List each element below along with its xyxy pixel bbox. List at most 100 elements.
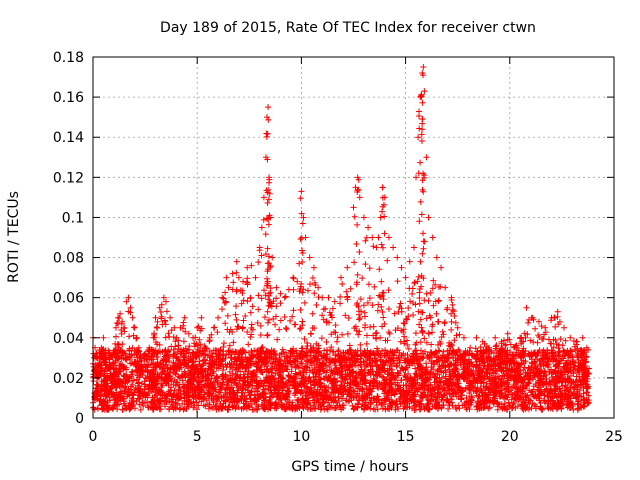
- data-point: [213, 394, 220, 401]
- data-point: [473, 367, 480, 374]
- data-point: [452, 319, 459, 326]
- data-point: [185, 396, 192, 403]
- data-point: [355, 362, 362, 369]
- data-point: [344, 330, 351, 337]
- data-point: [265, 406, 272, 413]
- data-point: [397, 338, 404, 345]
- data-point: [552, 323, 559, 330]
- data-point: [170, 359, 177, 366]
- data-point: [479, 397, 486, 404]
- data-point: [472, 353, 479, 360]
- data-point: [557, 357, 564, 364]
- data-point: [413, 339, 420, 346]
- data-point: [334, 338, 341, 345]
- data-point: [170, 399, 177, 406]
- data-point: [133, 376, 140, 383]
- data-point: [386, 354, 393, 361]
- data-point: [374, 406, 381, 413]
- data-point: [517, 353, 524, 360]
- data-point: [571, 343, 578, 350]
- data-point: [385, 306, 392, 313]
- data-point: [211, 359, 218, 366]
- data-point: [252, 396, 259, 403]
- data-point: [128, 351, 135, 358]
- data-point: [361, 309, 368, 316]
- data-point: [561, 364, 568, 371]
- data-point: [327, 367, 334, 374]
- data-point: [371, 283, 378, 290]
- data-point: [412, 365, 419, 372]
- data-point: [458, 354, 465, 361]
- data-point: [411, 280, 418, 287]
- data-point: [484, 359, 491, 366]
- data-point: [110, 403, 117, 410]
- data-point: [405, 305, 412, 312]
- data-point: [324, 406, 331, 413]
- data-point: [422, 366, 429, 373]
- data-point: [524, 331, 531, 338]
- data-point: [133, 335, 140, 342]
- data-point: [323, 395, 330, 402]
- data-point: [272, 401, 279, 408]
- data-point: [263, 368, 270, 375]
- data-point: [204, 352, 211, 359]
- data-point: [322, 362, 329, 369]
- data-point: [446, 402, 453, 409]
- data-point: [190, 361, 197, 368]
- data-point: [366, 265, 373, 272]
- data-point: [287, 317, 294, 324]
- data-point: [122, 351, 129, 357]
- data-point: [505, 367, 512, 374]
- data-point: [340, 402, 347, 409]
- data-point: [541, 392, 548, 399]
- data-point: [476, 373, 483, 380]
- data-point: [402, 357, 409, 364]
- data-point: [282, 325, 289, 332]
- data-point: [359, 376, 366, 383]
- data-point: [239, 325, 246, 332]
- data-point: [397, 401, 404, 408]
- data-point: [425, 297, 432, 304]
- data-point: [291, 358, 298, 365]
- data-point: [229, 404, 236, 411]
- data-point: [541, 350, 548, 357]
- data-point: [445, 405, 452, 412]
- data-point: [508, 365, 515, 372]
- data-point: [412, 370, 419, 377]
- data-point: [444, 357, 451, 364]
- data-point: [554, 313, 561, 320]
- data-point: [582, 377, 589, 384]
- data-point: [412, 330, 419, 337]
- data-point: [162, 356, 169, 363]
- data-point: [282, 395, 289, 402]
- data-point: [341, 383, 348, 390]
- data-point: [388, 404, 395, 411]
- data-point: [103, 388, 110, 395]
- data-point: [279, 363, 286, 370]
- data-point: [145, 389, 152, 396]
- data-point: [482, 387, 489, 394]
- data-point: [425, 330, 432, 337]
- data-point: [97, 392, 104, 399]
- data-point: [342, 312, 349, 319]
- data-point: [449, 379, 456, 386]
- data-point: [253, 360, 260, 367]
- data-point: [233, 303, 240, 310]
- data-point: [580, 396, 587, 403]
- data-point: [452, 404, 459, 411]
- data-point: [108, 405, 115, 412]
- data-point: [557, 372, 564, 379]
- data-point: [551, 380, 558, 387]
- data-point: [385, 287, 392, 294]
- data-point: [103, 405, 110, 412]
- data-point: [309, 325, 316, 332]
- data-point: [435, 283, 442, 290]
- data-point: [456, 348, 463, 355]
- data-point: [274, 336, 281, 343]
- data-point: [396, 304, 403, 311]
- data-point: [132, 367, 139, 374]
- data-point: [463, 378, 470, 385]
- data-point: [310, 344, 317, 351]
- data-point: [534, 373, 541, 380]
- data-point: [398, 327, 405, 334]
